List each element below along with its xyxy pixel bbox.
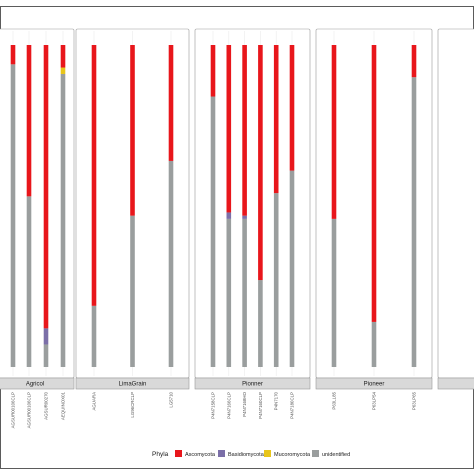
bar-segment-unidentified (258, 280, 263, 367)
facet-strip (0, 377, 75, 390)
facet-panel: LimaGrain AGUARA LG96CRCLP LG5710 (75, 28, 190, 418)
x-tick-label: P4N7160CLP (258, 392, 263, 419)
bar-segment-unidentified (411, 77, 417, 367)
x-tick-label: AGSUR00106CLP (27, 392, 32, 428)
facet-panel: Agricol AGSUR00106CLP AGSUR00106CLP AGSUR00… (0, 28, 75, 428)
legend-key (218, 450, 225, 457)
legend-label: Mucoromycota (274, 452, 311, 458)
legend-label: Basidiomycota (228, 452, 265, 458)
facet-label: Pioneer (364, 382, 385, 388)
bar-segment-ascomycota (273, 45, 279, 194)
x-tick-label: P4N7168HO (242, 391, 247, 416)
bar-segment-ascomycota (26, 45, 32, 197)
bar-segment-ascomycota (130, 45, 135, 216)
legend-label: unidentified (322, 452, 350, 458)
bar-segment-basidiomycota (43, 328, 49, 345)
bar-segment-unidentified (130, 215, 135, 367)
bar-segment-ascomycota (371, 45, 377, 322)
legend-key (312, 450, 319, 457)
bar-segment-unidentified (10, 64, 16, 367)
x-tick-label: AGSUR00270 (44, 391, 49, 419)
x-tick-label: P4N7158CLP (211, 392, 216, 419)
bar-segment-mucoromycota (60, 67, 66, 74)
x-tick-label: P63LL85 (332, 391, 337, 409)
bar-segment-ascomycota (226, 45, 232, 213)
bar-segment-unidentified (210, 96, 216, 368)
panel-background (437, 28, 474, 379)
x-tick-label: AGSUR00106CLP (11, 392, 16, 428)
bar-segment-ascomycota (331, 45, 337, 219)
legend-label: Ascomycota (185, 452, 216, 458)
x-tick-label: P4N7170 (274, 391, 279, 410)
bar-segment-ascomycota (411, 45, 417, 78)
bar-segment-unidentified (91, 305, 97, 367)
x-tick-label: P63LP65 (412, 391, 417, 410)
bar-segment-ascomycota (242, 45, 247, 216)
bar-segment-ascomycota (168, 45, 174, 161)
facet-panels: Agricol AGSUR00106CLP AGSUR00106CLP AGSUR00… (0, 28, 474, 428)
bar-segment-ascomycota (10, 45, 16, 65)
bar-segment-ascomycota (258, 45, 263, 281)
bar-segment-unidentified (26, 196, 32, 367)
bar-segment-ascomycota (289, 45, 295, 171)
x-tick-label: P4N7180CLP (290, 392, 295, 419)
bar-segment-basidiomycota (242, 215, 247, 219)
bar-segment-unidentified (43, 344, 49, 367)
facet-strip (75, 377, 190, 390)
x-tick-label: LG5710 (169, 391, 174, 407)
bar-segment-ascomycota (91, 45, 97, 306)
bar-segment-ascomycota (43, 45, 49, 329)
facet-strip (437, 377, 474, 390)
bar-segment-unidentified (331, 218, 337, 367)
facet-label: Pionner (242, 382, 263, 388)
bar-segment-unidentified (242, 218, 247, 367)
facet-panel (437, 28, 474, 390)
facet-panel: Pionner P4N7158CLP P4N7166CLP P4N7168HO P4N7… (194, 28, 311, 419)
bar-segment-unidentified (273, 193, 279, 367)
bar-segment-unidentified (289, 170, 295, 367)
x-tick-label: AGUARA (92, 392, 97, 411)
bar-segment-unidentified (60, 73, 66, 367)
bar-segment-unidentified (371, 321, 377, 367)
bar-segment-unidentified (226, 218, 232, 367)
x-tick-label: LG96CRCLP (130, 392, 135, 418)
bar-segment-basidiomycota (226, 212, 232, 219)
facet-label: Agricol (26, 382, 44, 388)
facet-strip (194, 377, 311, 390)
facet-panel: Pioneer P63LL85 P63LP54 P63LP65 (315, 28, 433, 410)
facet-strip (315, 377, 433, 390)
legend: Phyla Ascomycota Basidiomycota Mucoromycota… (152, 450, 350, 458)
legend-key (264, 450, 271, 457)
bar-segment-ascomycota (210, 45, 216, 97)
x-tick-label: AEQUINOX01 (61, 391, 66, 420)
bar-segment-unidentified (168, 160, 174, 367)
x-tick-label: P4N7166CLP (226, 392, 231, 419)
legend-title: Phyla (152, 451, 169, 458)
legend-key (175, 450, 182, 457)
bar-segment-ascomycota (60, 45, 66, 68)
x-tick-label: P63LP54 (372, 391, 377, 410)
facet-label: LimaGrain (119, 382, 147, 388)
